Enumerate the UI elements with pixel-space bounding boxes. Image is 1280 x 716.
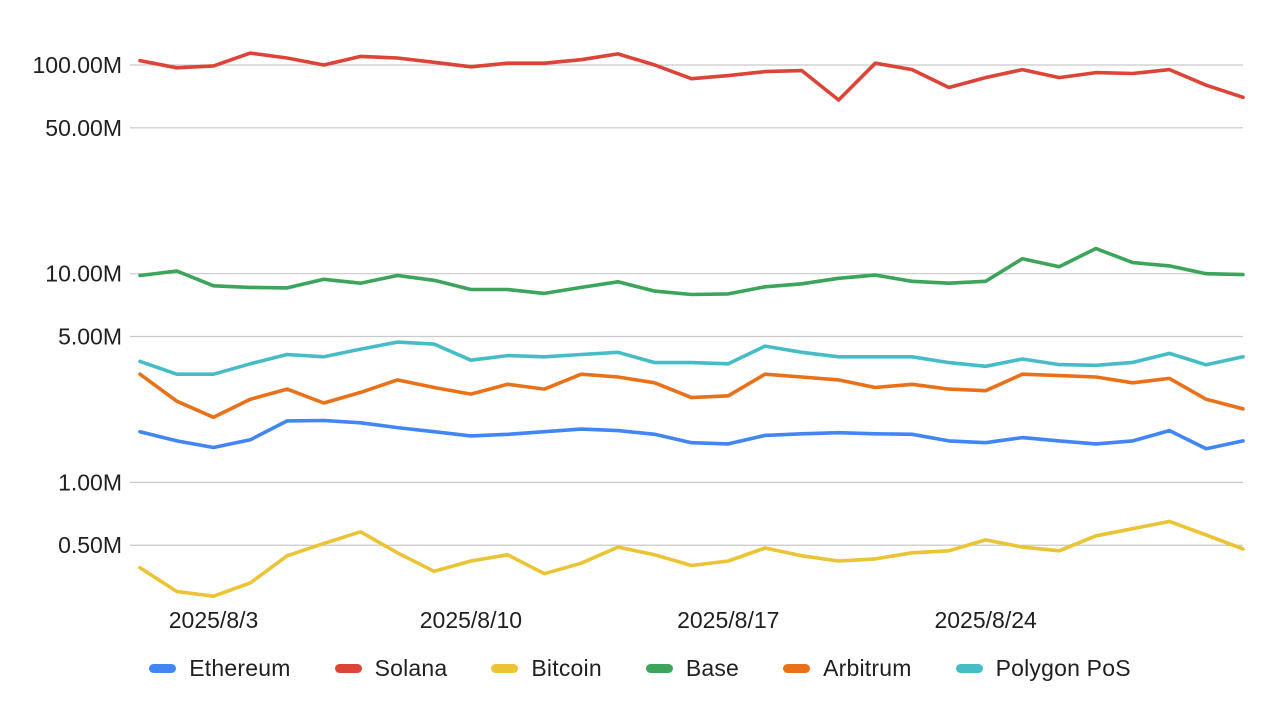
legend-item-ethereum[interactable]: Ethereum bbox=[149, 655, 290, 682]
bitcoin-series-line bbox=[138, 519, 1245, 599]
legend-item-base[interactable]: Base bbox=[645, 654, 740, 682]
polygon-pos-series-line bbox=[138, 340, 1245, 377]
legend-label-base: Base bbox=[685, 654, 740, 681]
y-axis-tick-label: 5.00M bbox=[58, 324, 122, 350]
solana-series-line bbox=[138, 51, 1245, 102]
legend-item-polygon-pos[interactable]: Polygon PoS bbox=[955, 654, 1131, 682]
legend-item-solana[interactable]: Solana bbox=[334, 654, 448, 682]
legend-label-bitcoin: Bitcoin bbox=[531, 654, 602, 681]
x-axis-tick-label: 2025/8/10 bbox=[420, 607, 522, 633]
y-axis-tick-label: 10.00M bbox=[45, 261, 122, 287]
y-axis-tick-label: 0.50M bbox=[58, 532, 122, 558]
base-series-swatch bbox=[645, 663, 673, 673]
legend-label-ethereum: Ethereum bbox=[189, 654, 291, 681]
y-axis-tick-label: 50.00M bbox=[45, 115, 122, 141]
legend-label-solana: Solana bbox=[374, 654, 448, 681]
x-axis-tick-label: 2025/8/24 bbox=[934, 607, 1037, 633]
y-axis-tick-label: 1.00M bbox=[58, 469, 122, 495]
y-axis-tick-label: 100.00M bbox=[32, 52, 122, 78]
x-axis-tick-label: 2025/8/3 bbox=[169, 607, 259, 633]
ethereum-series-line bbox=[138, 418, 1245, 451]
x-axis-tick-label: 2025/8/17 bbox=[677, 607, 779, 633]
legend-item-arbitrum[interactable]: Arbitrum bbox=[783, 655, 912, 682]
legend-label-polygon-pos: Polygon PoS bbox=[995, 654, 1131, 681]
solana-series-swatch bbox=[334, 663, 362, 673]
chart-legend: Ethereum Solana Bitcoin Base Arbitrum Po… bbox=[0, 648, 1280, 688]
ethereum-series-swatch bbox=[149, 663, 177, 673]
bitcoin-series-swatch bbox=[491, 663, 519, 673]
legend-item-bitcoin[interactable]: Bitcoin bbox=[491, 654, 602, 682]
base-series-line bbox=[138, 246, 1245, 297]
polygon-pos-series-swatch bbox=[955, 663, 983, 673]
line-chart-plot-area: 100.00M 50.00M 10.00M 5.00M 1.00M 0.50M 2025/8… bbox=[32, 51, 1245, 633]
legend-label-arbitrum: Arbitrum bbox=[823, 654, 912, 681]
arbitrum-series-line bbox=[138, 372, 1245, 420]
arbitrum-series-swatch bbox=[783, 663, 811, 673]
